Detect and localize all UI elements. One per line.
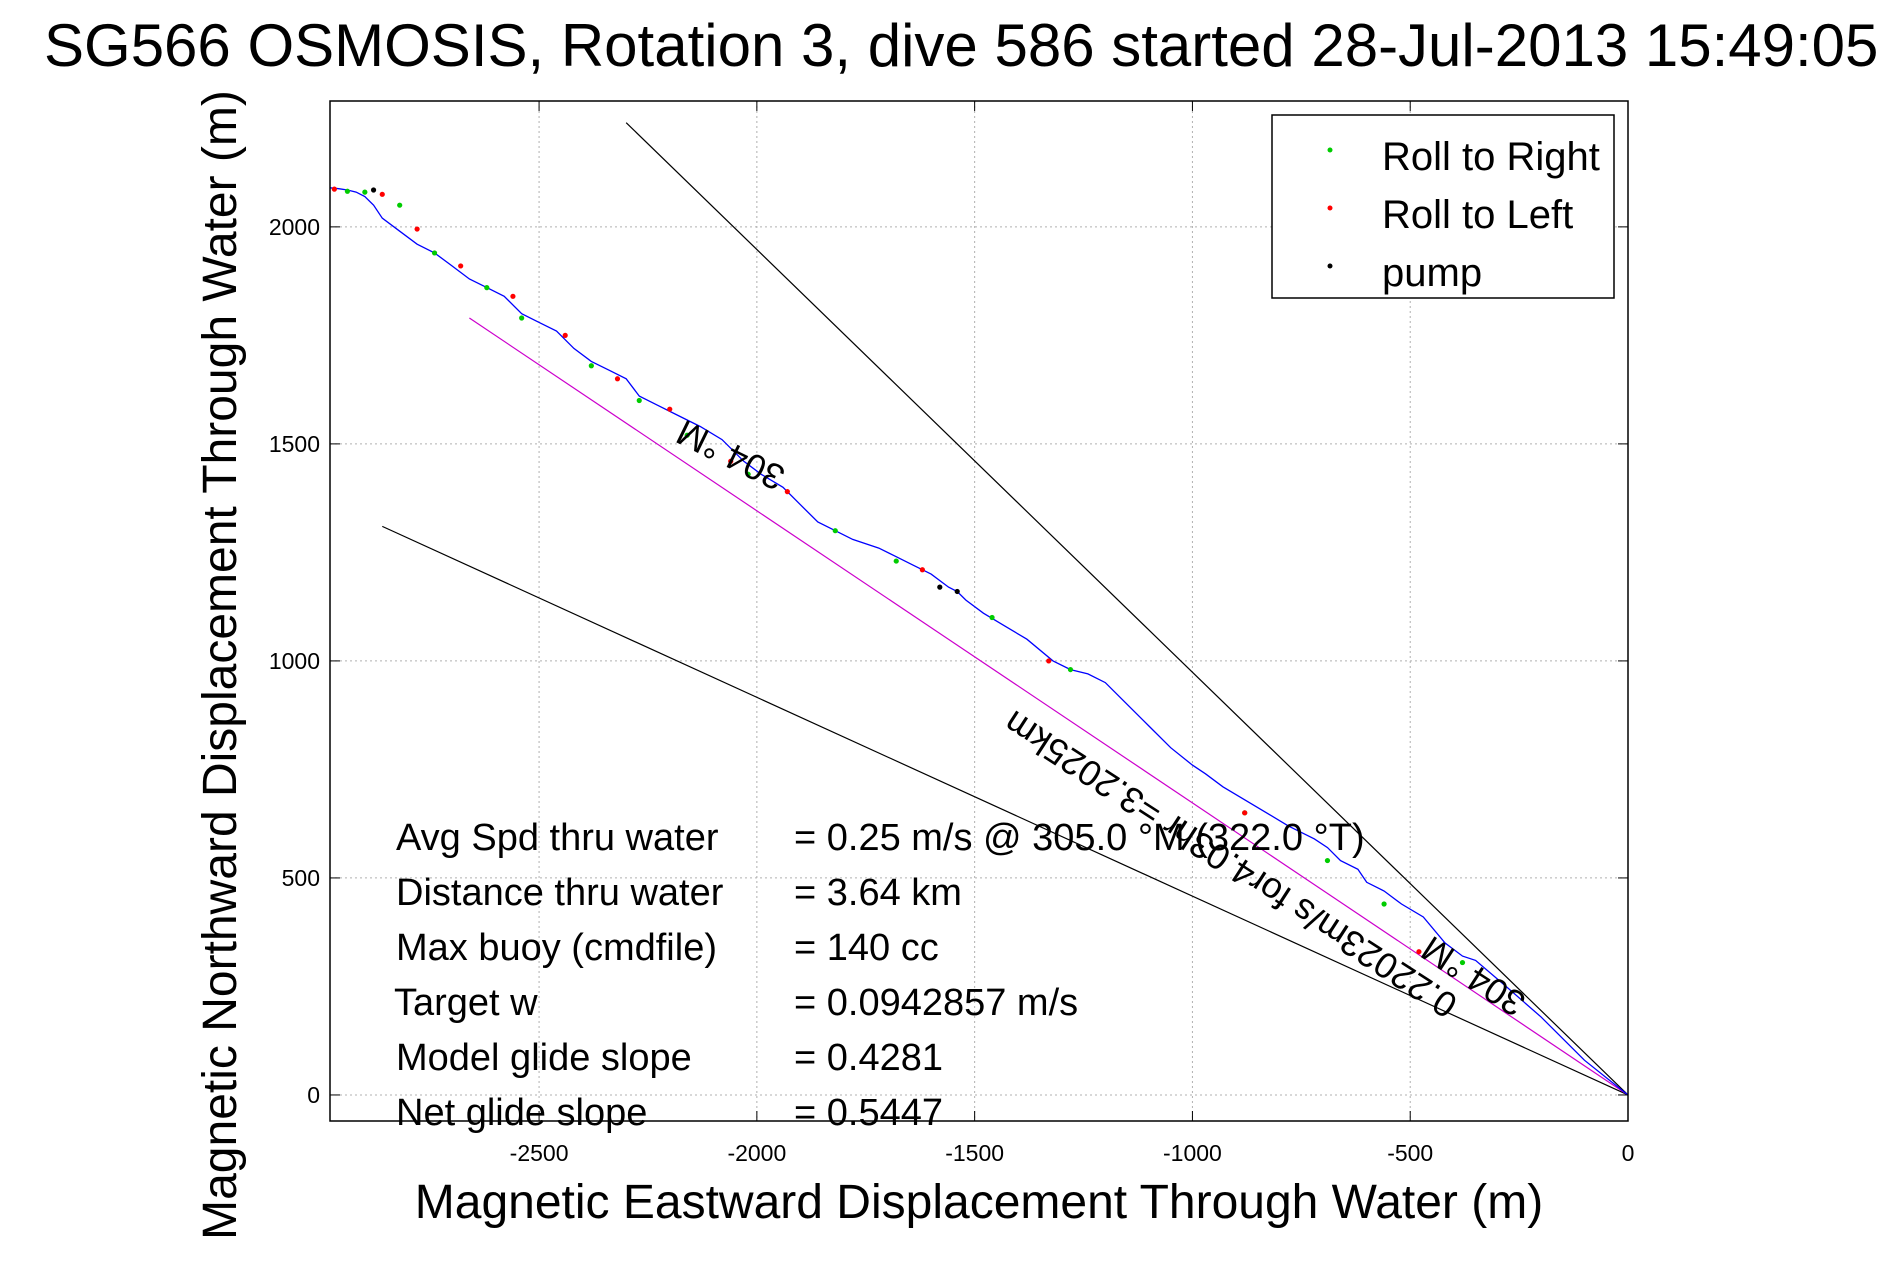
roll-left-point (614, 376, 621, 382)
roll-right-point (636, 397, 642, 404)
x-axis-label: Magnetic Eastward Displacement Through W… (415, 1176, 1543, 1229)
y-tick-label: 0 (307, 1082, 320, 1108)
y-tick-label: 500 (282, 865, 320, 891)
x-tick-label: -500 (1387, 1140, 1433, 1166)
reference-line-upper-bound (625, 122, 1629, 1096)
reference-line-heading (469, 317, 1629, 1096)
roll-right-point (588, 363, 594, 369)
stat-value-avg-speed: = 0.25 m/s @ 305.0 °M (322.0 °T) (794, 817, 1365, 859)
roll-right-point (484, 285, 490, 291)
pump-point (937, 584, 943, 590)
roll-left-point (784, 489, 790, 495)
legend-marker-roll-left (1327, 205, 1333, 211)
roll-left-point (1046, 658, 1052, 664)
roll-right-point (1381, 901, 1387, 907)
y-tick-label: 1500 (269, 431, 320, 457)
stat-label-model-glide: Model glide slope (396, 1037, 692, 1079)
roll-left-point (1416, 949, 1422, 955)
stat-value-distance: = 3.64 km (794, 872, 962, 914)
roll-left-point (667, 406, 673, 412)
stat-label-net-glide: Net glide slope (396, 1092, 647, 1134)
pump-point (370, 187, 377, 193)
legend-marker-pump (1327, 263, 1333, 269)
legend-marker-roll-right (1327, 147, 1333, 153)
x-tick-label: 0 (1622, 1140, 1635, 1166)
reference-line-lower-bound (382, 525, 1629, 1096)
roll-right-point (989, 614, 995, 621)
roll-right-point (893, 558, 899, 564)
x-tick-label: -2000 (727, 1140, 786, 1166)
roll-left-point (458, 263, 464, 269)
roll-right-point (431, 250, 438, 256)
roll-left-point (414, 226, 420, 232)
y-tick-label: 1000 (269, 648, 320, 674)
roll-right-point (745, 471, 751, 477)
heading-label-1: 304 °M (670, 412, 791, 499)
dive-statistics: Avg Spd thru water = 0.25 m/s @ 305.0 °M… (394, 817, 1365, 1134)
dive-track-line (329, 187, 1629, 1096)
axis-ticks: -2500 -2000 -1500 -1000 -500 0 0 500 1000 1500 200… (269, 101, 1635, 1166)
stat-value-model-glide: = 0.4281 (794, 1037, 943, 1079)
roll-right-point (1459, 959, 1466, 966)
stat-label-avg-speed: Avg Spd thru water (396, 817, 719, 859)
y-axis-label: Magnetic Northward Displacement Through … (194, 90, 247, 1240)
x-tick-label: -1500 (945, 1140, 1004, 1166)
legend-label-roll-left: Roll to Left (1382, 193, 1573, 237)
roll-left-point (562, 332, 568, 338)
roll-right-point (519, 315, 525, 321)
roll-left-point (379, 191, 385, 197)
stat-label-max-buoy: Max buoy (cmdfile) (396, 927, 717, 969)
legend-label-pump: pump (1382, 251, 1482, 295)
roll-pump-points (331, 186, 1466, 966)
stat-value-target-w: = 0.0942857 m/s (794, 982, 1078, 1024)
roll-right-point (1067, 666, 1074, 673)
roll-right-point (344, 188, 351, 194)
legend: Roll to Right Roll to Left pump (1271, 114, 1615, 299)
roll-left-point (728, 458, 734, 464)
roll-right-point (397, 202, 403, 208)
plot-area-frame (329, 100, 1629, 1122)
roll-right-point (1324, 857, 1331, 864)
reference-lines (382, 122, 1629, 1096)
roll-left-point (510, 293, 516, 299)
roll-left-point (919, 567, 925, 573)
roll-right-point (362, 189, 368, 195)
roll-right-point (684, 432, 690, 438)
stat-label-distance: Distance thru water (396, 872, 724, 914)
dive-track (329, 187, 1629, 1096)
pump-point (954, 588, 960, 595)
x-tick-label: -1000 (1163, 1140, 1222, 1166)
stat-label-target-w: Target w (394, 982, 538, 1024)
roll-right-point (832, 528, 838, 534)
roll-left-point (331, 186, 337, 192)
stat-value-max-buoy: = 140 cc (794, 927, 939, 969)
stat-value-net-glide: = 0.5447 (794, 1092, 943, 1134)
x-tick-label: -2500 (510, 1140, 569, 1166)
chart-title: SG566 OSMOSIS, Rotation 3, dive 586 star… (44, 12, 1878, 79)
roll-left-point (1242, 810, 1248, 816)
speed-annotation: 0.22023m/s for4.03hr =3.2025km (996, 703, 1464, 1027)
y-tick-label: 2000 (269, 214, 320, 240)
legend-label-roll-right: Roll to Right (1382, 135, 1600, 179)
